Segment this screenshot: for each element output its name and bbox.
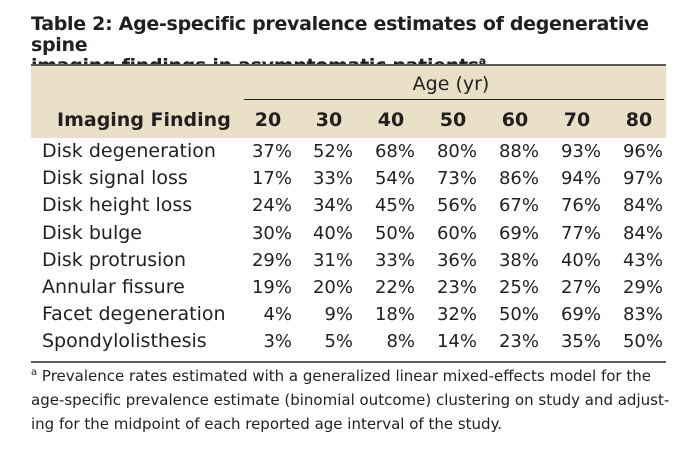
- table-cell: 50%: [498, 304, 539, 326]
- table-cell: 73%: [436, 168, 477, 190]
- table-cell: 8%: [386, 331, 415, 353]
- footnote-line-2: age-specific prevalence estimate (binomi…: [31, 391, 670, 409]
- age-header-70: 70: [563, 109, 591, 131]
- table-cell: 40%: [560, 249, 601, 271]
- table-cell: 20%: [312, 277, 353, 298]
- table-cell: 3%: [263, 331, 292, 353]
- table-cell: 69%: [498, 222, 539, 244]
- table-cell: 77%: [560, 222, 601, 244]
- row-finding-label: Disk height loss: [42, 194, 193, 217]
- age-header-50: 50: [439, 109, 467, 131]
- table-cell: 84%: [622, 195, 663, 217]
- row-finding-label: Disk degeneration: [42, 140, 216, 162]
- row-finding-label: Spondylolisthesis: [42, 330, 207, 353]
- table-cell: 93%: [560, 141, 601, 162]
- table-cell: 32%: [436, 304, 477, 326]
- table-cell: 76%: [560, 195, 601, 217]
- table-cell: 29%: [251, 249, 292, 271]
- table-cell: 56%: [436, 195, 477, 217]
- table-cell: 50%: [622, 331, 663, 353]
- footnote-marker: a: [31, 367, 38, 378]
- table-cell: 17%: [251, 168, 292, 190]
- row-finding-label: Annular fissure: [42, 276, 185, 298]
- table-cell: 4%: [263, 304, 292, 326]
- table-title-line-1: Table 2: Age-specific prevalence estimat…: [31, 13, 649, 56]
- table-row: Disk protrusion 29% 31% 33% 36% 38% 40% 43%: [31, 247, 666, 274]
- table-cell: 30%: [251, 222, 292, 244]
- table-cell: 5%: [324, 331, 353, 353]
- table-cell: 60%: [436, 222, 477, 244]
- table-cell: 18%: [374, 304, 415, 326]
- table-row: Annular fissure 19% 20% 22% 23% 25% 27% 29%: [31, 274, 666, 301]
- table-cell: 40%: [312, 222, 353, 244]
- table-cell: 23%: [436, 277, 477, 298]
- table-row: Facet degeneration 4% 9% 18% 32% 50% 69% 83%: [31, 301, 666, 328]
- row-finding-label: Facet degeneration: [42, 303, 226, 326]
- table-cell: 37%: [251, 141, 292, 162]
- table-cell: 84%: [622, 222, 663, 244]
- table-cell: 86%: [498, 168, 539, 190]
- table-cell: 33%: [312, 168, 353, 190]
- table-cell: 33%: [374, 249, 415, 271]
- table-cell: 94%: [560, 168, 601, 190]
- table-cell: 23%: [498, 331, 539, 353]
- table-cell: 88%: [498, 141, 539, 162]
- finding-column-header: Imaging Finding: [57, 109, 231, 131]
- age-header-20: 20: [254, 109, 282, 131]
- footnote-line-1: a Prevalence rates estimated with a gene…: [31, 364, 671, 388]
- table-row: Disk height loss 24% 34% 45% 56% 67% 76% 84%: [31, 192, 666, 219]
- table-header: Age (yr) Imaging Finding 20 30 40 50 60 70 80: [31, 66, 666, 138]
- table-row: Disk degeneration 37% 52% 68% 80% 88% 93% 96%: [31, 138, 666, 165]
- table-cell: 19%: [251, 277, 292, 298]
- table-row: Disk signal loss 17% 33% 54% 73% 86% 94% 97%: [31, 165, 666, 192]
- table-cell: 45%: [374, 195, 415, 217]
- row-finding-label: Disk signal loss: [42, 167, 188, 190]
- table-cell: 69%: [560, 304, 601, 326]
- table-row: Disk bulge 30% 40% 50% 60% 69% 77% 84%: [31, 220, 666, 247]
- table-footnote: a Prevalence rates estimated with a gene…: [31, 364, 671, 436]
- age-group-rule: [244, 99, 664, 100]
- table-cell: 52%: [312, 141, 353, 162]
- table-cell: 25%: [498, 277, 539, 298]
- prevalence-table: Age (yr) Imaging Finding 20 30 40 50 60 70 80 …: [31, 64, 666, 363]
- table-cell: 9%: [324, 304, 353, 326]
- age-header-80: 80: [625, 109, 653, 131]
- table-cell: 24%: [251, 195, 292, 217]
- table-cell: 22%: [374, 277, 415, 298]
- table-cell: 54%: [374, 168, 415, 190]
- table-cell: 36%: [436, 249, 477, 271]
- age-header-30: 30: [315, 109, 343, 131]
- table-cell: 43%: [622, 249, 663, 271]
- footnote-line-1-text: Prevalence rates estimated with a genera…: [37, 367, 651, 385]
- table-cell: 27%: [560, 277, 601, 298]
- footnote-line-3: ing for the midpoint of each reported ag…: [31, 415, 503, 433]
- table-cell: 67%: [498, 195, 539, 217]
- table-cell: 50%: [374, 222, 415, 244]
- table-cell: 14%: [436, 331, 477, 353]
- table-row: Spondylolisthesis 3% 5% 8% 14% 23% 35% 50%: [31, 328, 666, 355]
- table-cell: 34%: [312, 195, 353, 217]
- table-cell: 35%: [560, 331, 601, 353]
- age-header-40: 40: [377, 109, 405, 131]
- table-cell: 83%: [622, 304, 663, 326]
- age-group-label: Age (yr): [412, 73, 490, 95]
- table-cell: 31%: [312, 249, 353, 271]
- table-cell: 68%: [374, 141, 415, 162]
- title-footnote-marker: a: [478, 54, 486, 68]
- row-finding-label: Disk protrusion: [42, 248, 187, 271]
- table-cell: 29%: [622, 277, 663, 298]
- table-cell: 38%: [498, 249, 539, 271]
- table-cell: 97%: [622, 168, 663, 190]
- row-finding-label: Disk bulge: [42, 221, 142, 244]
- table-cell: 80%: [436, 141, 477, 162]
- age-header-60: 60: [501, 109, 529, 131]
- table-cell: 96%: [622, 141, 663, 162]
